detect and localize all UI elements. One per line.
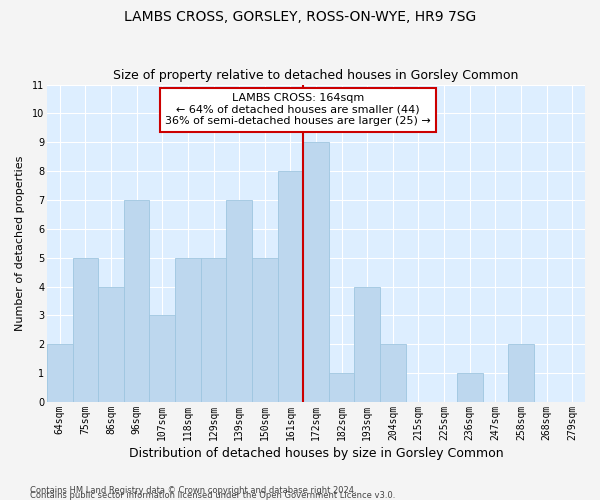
Text: Contains public sector information licensed under the Open Government Licence v3: Contains public sector information licen… <box>30 490 395 500</box>
Bar <box>226 200 252 402</box>
Bar <box>278 171 303 402</box>
Text: Contains HM Land Registry data © Crown copyright and database right 2024.: Contains HM Land Registry data © Crown c… <box>30 486 356 495</box>
Bar <box>508 344 534 402</box>
Bar <box>200 258 226 402</box>
Bar <box>303 142 329 402</box>
Bar <box>380 344 406 402</box>
Bar <box>175 258 200 402</box>
Bar <box>124 200 149 402</box>
Text: LAMBS CROSS: 164sqm
← 64% of detached houses are smaller (44)
36% of semi-detach: LAMBS CROSS: 164sqm ← 64% of detached ho… <box>165 93 431 126</box>
Bar <box>149 316 175 402</box>
Bar <box>457 373 482 402</box>
Y-axis label: Number of detached properties: Number of detached properties <box>15 156 25 331</box>
Bar <box>73 258 98 402</box>
Bar <box>98 286 124 402</box>
Text: LAMBS CROSS, GORSLEY, ROSS-ON-WYE, HR9 7SG: LAMBS CROSS, GORSLEY, ROSS-ON-WYE, HR9 7… <box>124 10 476 24</box>
Bar <box>252 258 278 402</box>
Title: Size of property relative to detached houses in Gorsley Common: Size of property relative to detached ho… <box>113 69 518 82</box>
Bar <box>47 344 73 402</box>
Bar <box>329 373 355 402</box>
Bar <box>355 286 380 402</box>
X-axis label: Distribution of detached houses by size in Gorsley Common: Distribution of detached houses by size … <box>128 447 503 460</box>
